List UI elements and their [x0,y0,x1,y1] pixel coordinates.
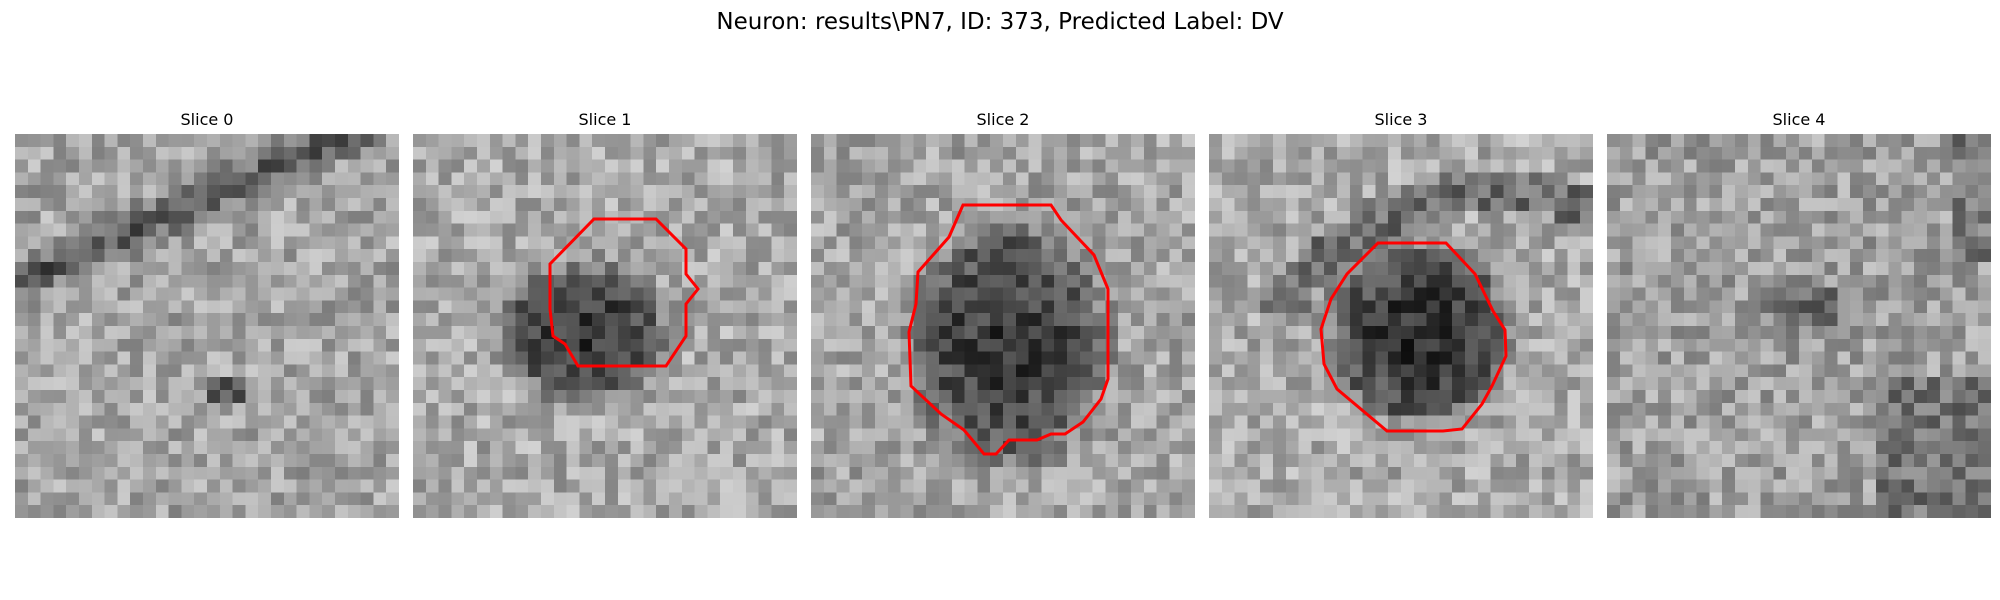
microscopy-slice-image [1209,134,1593,518]
contour-overlay [548,217,700,368]
slice-title: Slice 3 [1374,110,1428,129]
microscopy-slice-image [1607,134,1991,518]
contour-outline [907,203,1110,456]
figure-title: Neuron: results\PN7, ID: 373, Predicted … [716,9,1284,35]
contour-overlay [1319,241,1508,433]
slice-image [15,134,399,518]
slice-panel-3: Slice 3 [1209,110,1593,522]
slice-image [1209,134,1593,518]
slice-image [413,134,797,518]
slice-panel-0: Slice 0 [15,110,399,522]
slice-image [1607,134,1991,518]
slice-panel-4: Slice 4 [1607,110,1991,522]
slice-title: Slice 4 [1772,110,1826,129]
slice-panel-1: Slice 1 [413,110,797,522]
slice-title: Slice 2 [976,110,1030,129]
slice-image [811,134,1195,518]
microscopy-slice-image [413,134,797,518]
microscopy-slice-image [15,134,399,518]
contour-outline [1319,241,1508,433]
contour-overlay [907,203,1110,456]
contour-outline [548,217,700,368]
slice-title: Slice 1 [578,110,632,129]
microscopy-slice-image [811,134,1195,518]
slice-title: Slice 0 [180,110,234,129]
slice-panel-2: Slice 2 [811,110,1195,522]
